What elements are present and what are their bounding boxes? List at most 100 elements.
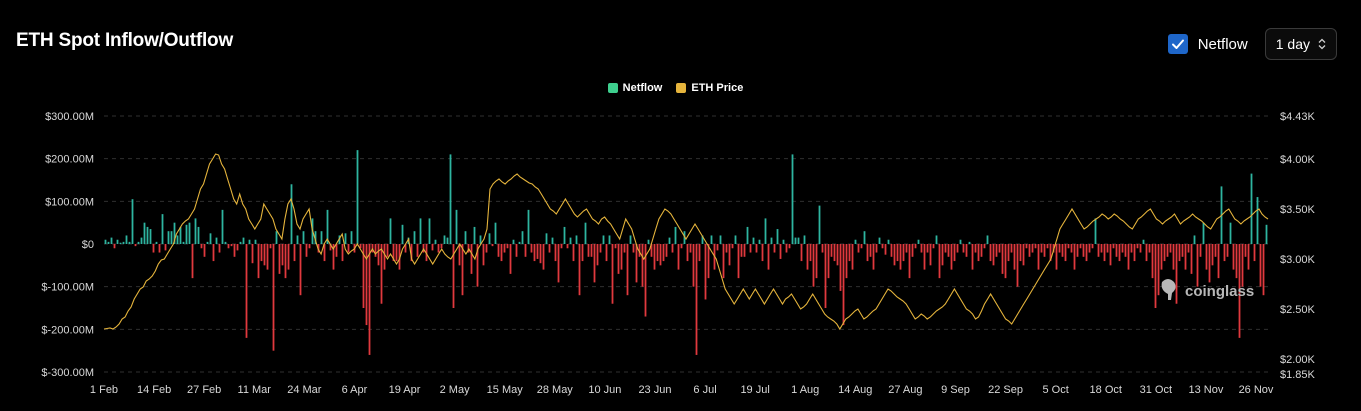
- netflow-bar: [704, 244, 707, 300]
- netflow-bar: [776, 229, 779, 244]
- netflow-bar: [773, 244, 776, 253]
- watermark-text: coinglass: [1185, 283, 1254, 300]
- netflow-bar: [623, 244, 626, 253]
- netflow-bar: [596, 244, 599, 266]
- netflow-bar: [803, 235, 806, 244]
- netflow-bar: [347, 244, 350, 253]
- netflow-bar: [551, 237, 554, 244]
- netflow-bar: [767, 244, 770, 270]
- legend-item-netflow[interactable]: Netflow: [607, 82, 662, 94]
- netflow-bar: [104, 239, 107, 244]
- netflow-bar: [230, 244, 233, 247]
- netflow-bar: [449, 154, 452, 244]
- x-tick-label: 31 Oct: [1140, 384, 1172, 396]
- netflow-bar: [893, 244, 896, 266]
- netflow-bar: [1169, 244, 1172, 253]
- netflow-bar: [404, 244, 407, 253]
- netflow-bar: [689, 244, 692, 253]
- netflow-bar: [296, 235, 299, 244]
- netflow-bar: [1118, 244, 1121, 262]
- legend-label-eth-price: ETH Price: [691, 82, 744, 94]
- netflow-bar: [1082, 244, 1085, 257]
- netflow-bar: [1187, 244, 1190, 253]
- legend-swatch-eth-price: [676, 83, 687, 93]
- netflow-bar: [542, 244, 545, 270]
- netflow-bar: [971, 244, 974, 270]
- netflow-bar: [998, 244, 1001, 253]
- netflow-bar: [956, 244, 959, 253]
- netflow-bar: [1208, 244, 1211, 283]
- netflow-checkbox[interactable]: [1167, 34, 1188, 54]
- netflow-bar: [392, 244, 395, 262]
- netflow-bar: [1097, 244, 1100, 257]
- netflow-bar: [758, 239, 761, 244]
- netflow-bar: [725, 244, 728, 253]
- netflow-bar: [107, 241, 110, 244]
- chart-controls: Netflow 1 day: [1167, 28, 1337, 60]
- netflow-bar: [386, 244, 389, 257]
- netflow-bar: [161, 214, 164, 244]
- netflow-bar: [419, 218, 422, 244]
- interval-select[interactable]: 1 day: [1264, 28, 1337, 60]
- netflow-bar: [677, 244, 680, 270]
- netflow-bar: [473, 226, 476, 244]
- netflow-bar: [1061, 244, 1064, 257]
- netflow-bar: [929, 244, 932, 266]
- netflow-bar: [947, 244, 950, 257]
- netflow-bar: [287, 244, 290, 270]
- netflow-bar: [170, 231, 173, 244]
- netflow-bar: [119, 242, 122, 244]
- x-tick-label: 14 Aug: [838, 384, 872, 396]
- netflow-bar: [539, 244, 542, 264]
- netflow-bar: [482, 244, 485, 266]
- netflow-bar: [782, 239, 785, 244]
- netflow-toggle-label[interactable]: Netflow: [1197, 35, 1248, 53]
- netflow-bar: [1256, 197, 1259, 244]
- x-tick-label: 6 Jul: [693, 384, 716, 396]
- netflow-bar: [167, 231, 170, 244]
- netflow-bar: [440, 244, 443, 249]
- netflow-bar: [1049, 244, 1052, 262]
- x-tick-label: 28 May: [537, 384, 574, 396]
- netflow-bar: [1079, 244, 1082, 249]
- y-axis-left: $300.00M $200.00M $100.00M $0 $-100.00M $-200…: [41, 111, 94, 379]
- netflow-bar: [146, 226, 149, 244]
- netflow-bar: [638, 244, 641, 257]
- y-left-tick-label: $-300.00M: [41, 367, 94, 379]
- netflow-bar: [389, 218, 392, 244]
- legend-swatch-netflow: [607, 83, 618, 93]
- netflow-bar: [1121, 244, 1124, 253]
- netflow-bar: [497, 244, 500, 257]
- netflow-bar: [1022, 244, 1025, 266]
- netflow-bar: [176, 235, 179, 244]
- netflow-bar: [476, 244, 479, 287]
- netflow-bar: [344, 233, 347, 244]
- netflow-bar: [1265, 224, 1268, 244]
- netflow-bar: [584, 222, 587, 244]
- netflow-bar: [743, 244, 746, 257]
- legend-item-eth-price[interactable]: ETH Price: [676, 82, 743, 94]
- netflow-bar: [116, 239, 119, 244]
- netflow-bar: [1175, 244, 1178, 304]
- netflow-bar: [398, 244, 401, 270]
- netflow-bar: [1178, 244, 1181, 262]
- netflow-bar: [1223, 244, 1226, 262]
- netflow-bar: [686, 244, 689, 262]
- netflow-bar: [1037, 244, 1040, 270]
- netflow-bar: [197, 226, 200, 244]
- netflow-bar: [416, 244, 419, 257]
- x-tick-label: 27 Feb: [187, 384, 221, 396]
- netflow-bar: [509, 244, 512, 274]
- netflow-bar: [599, 244, 602, 253]
- check-icon: [1171, 39, 1184, 49]
- netflow-bar: [425, 244, 428, 262]
- coinglass-logo-icon: [1161, 279, 1176, 300]
- netflow-bar: [446, 237, 449, 244]
- netflow-bar: [1247, 244, 1250, 270]
- netflow-bar: [1091, 244, 1094, 249]
- netflow-bar: [521, 231, 524, 244]
- y-left-tick-label: $100.00M: [45, 196, 94, 208]
- netflow-bar: [770, 237, 773, 244]
- netflow-bar: [863, 231, 866, 244]
